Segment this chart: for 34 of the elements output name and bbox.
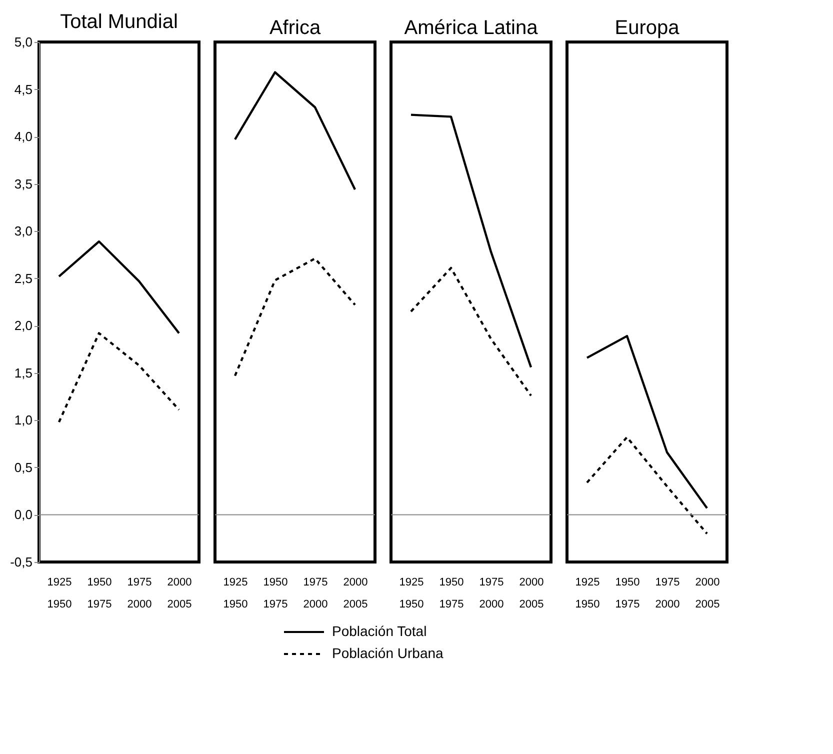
x-tick-label: 1950 1975 (263, 576, 288, 610)
y-tick-label: 2,0 (14, 318, 32, 334)
x-tick-label: 2000 2005 (167, 576, 192, 610)
x-tick-label: 1925 1950 (223, 576, 248, 610)
y-tick-label: 1,5 (14, 365, 32, 380)
x-tick-label: 1975 2000 (303, 576, 328, 610)
y-tick-label: 4,5 (14, 82, 32, 97)
y-tick-label: -0,5 (10, 554, 32, 570)
y-tick-label: 3,5 (14, 176, 32, 192)
x-tick-label: 2000 2005 (519, 576, 544, 610)
y-tick-label: 5,0 (14, 34, 32, 50)
y-tick-label: 2,5 (14, 270, 32, 286)
chart-title: América Latina (404, 17, 539, 39)
x-tick-label: 2000 2005 (695, 576, 720, 610)
x-tick-label: 1975 2000 (127, 576, 152, 610)
legend-label: Población Total (332, 623, 427, 639)
chart-title: Total Mundial (60, 11, 178, 33)
x-tick-label: 1950 1975 (615, 576, 640, 610)
y-tick-label: 3,0 (14, 224, 32, 239)
y-tick-label: 0,0 (14, 507, 32, 522)
x-tick-label: 1975 2000 (655, 576, 680, 610)
x-tick-label: 1925 1950 (399, 576, 424, 610)
chart-title: Africa (269, 17, 322, 39)
x-tick-label: 1975 2000 (479, 576, 504, 610)
x-tick-label: 2000 2005 (343, 576, 368, 610)
x-tick-label: 1950 1975 (87, 576, 112, 610)
y-tick-label: 1,0 (14, 412, 32, 428)
y-tick-label: 4,0 (14, 129, 32, 144)
y-tick-label: 0,5 (14, 460, 32, 475)
x-tick-label: 1925 1950 (47, 576, 72, 610)
x-tick-label: 1950 1975 (439, 576, 464, 610)
chart-title: Europa (614, 17, 680, 39)
legend-label: Población Urbana (332, 645, 444, 661)
x-tick-label: 1925 1950 (575, 576, 600, 610)
